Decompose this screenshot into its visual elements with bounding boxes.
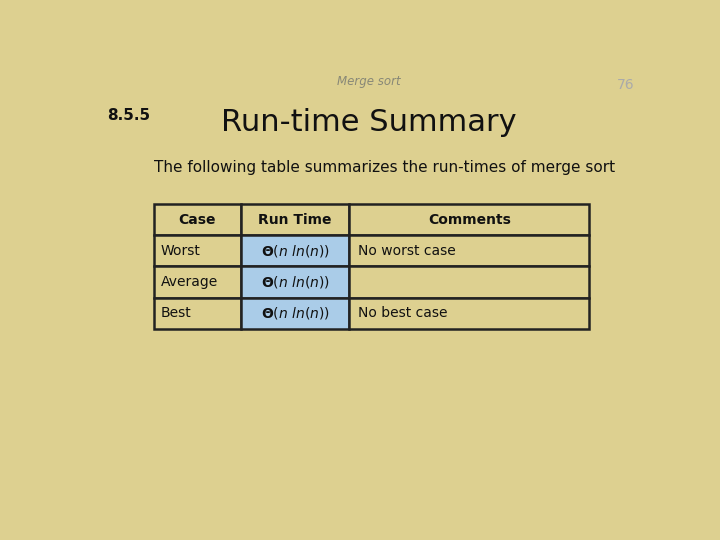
- Bar: [154, 235, 240, 266]
- Text: No worst case: No worst case: [358, 244, 456, 258]
- Text: Case: Case: [179, 213, 216, 227]
- Text: 8.5.5: 8.5.5: [107, 109, 150, 124]
- Bar: [349, 204, 590, 235]
- Text: 76: 76: [616, 78, 634, 92]
- Text: $\mathbf{\Theta}(n\ \mathit{ln}(n))$: $\mathbf{\Theta}(n\ \mathit{ln}(n))$: [261, 274, 330, 290]
- Text: The following table summarizes the run-times of merge sort: The following table summarizes the run-t…: [154, 160, 616, 176]
- Text: Run-time Summary: Run-time Summary: [221, 109, 517, 138]
- Bar: [154, 204, 240, 235]
- Text: Comments: Comments: [428, 213, 511, 227]
- Text: Merge sort: Merge sort: [337, 75, 401, 88]
- Text: $\mathbf{\Theta}(n\ \mathit{ln}(n))$: $\mathbf{\Theta}(n\ \mathit{ln}(n))$: [261, 243, 330, 259]
- Text: $\mathbf{\Theta}(n\ \mathit{ln}(n))$: $\mathbf{\Theta}(n\ \mathit{ln}(n))$: [261, 305, 330, 321]
- Text: Average: Average: [161, 275, 218, 289]
- Bar: [154, 266, 240, 298]
- Bar: [154, 298, 240, 329]
- Text: No best case: No best case: [358, 306, 447, 320]
- Text: Worst: Worst: [161, 244, 201, 258]
- Bar: [240, 204, 349, 235]
- Text: Run Time: Run Time: [258, 213, 332, 227]
- Bar: [240, 266, 349, 298]
- Text: Best: Best: [161, 306, 192, 320]
- Bar: [349, 298, 590, 329]
- Bar: [240, 298, 349, 329]
- Bar: [240, 235, 349, 266]
- Bar: [349, 235, 590, 266]
- Bar: [349, 266, 590, 298]
